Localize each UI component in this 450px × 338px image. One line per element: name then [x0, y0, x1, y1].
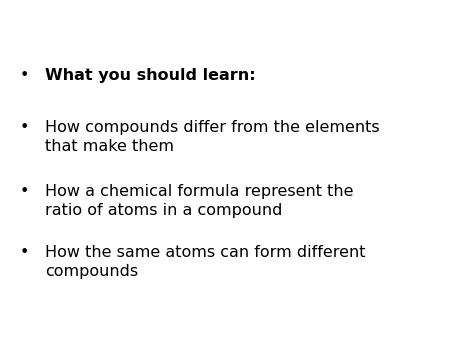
Text: How a chemical formula represent the
ratio of atoms in a compound: How a chemical formula represent the rat… [45, 184, 354, 218]
Text: •: • [20, 184, 29, 199]
Text: •: • [20, 245, 29, 260]
Text: How compounds differ from the elements
that make them: How compounds differ from the elements t… [45, 120, 380, 153]
Text: What you should learn:: What you should learn: [45, 68, 256, 82]
Text: How the same atoms can form different
compounds: How the same atoms can form different co… [45, 245, 365, 279]
Text: •: • [20, 120, 29, 135]
Text: •: • [20, 68, 29, 82]
